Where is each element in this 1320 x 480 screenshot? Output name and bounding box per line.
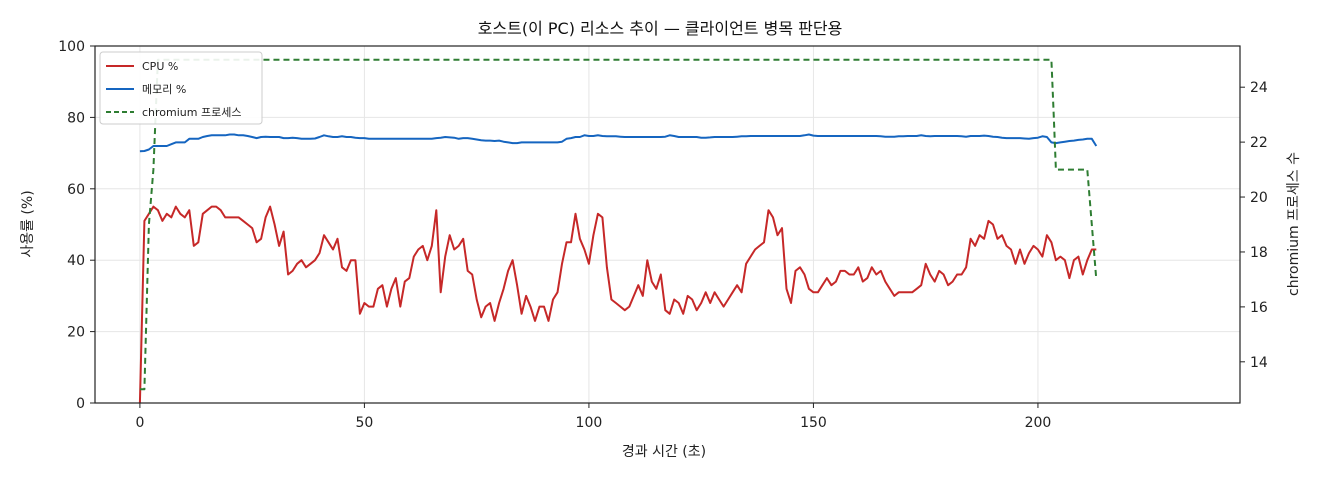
x-tick-label: 50 <box>355 415 373 431</box>
plot-frame <box>94 45 1241 404</box>
x-axis-title: 경과 시간 (초) <box>622 444 706 460</box>
series-line-2 <box>139 58 1098 391</box>
legend-label-2: chromium 프로세스 <box>142 106 241 119</box>
axes: 0 50 100 150 200 0 20 40 60 80 100 14 16 18 20 22 24 <box>58 39 1268 431</box>
legend-label-0: CPU % <box>142 60 178 73</box>
y2-tick-label: 14 <box>1250 355 1268 371</box>
series-layer <box>138 58 1098 404</box>
chart-title: 호스트(이 PC) 리소스 추이 — 클라이언트 병목 판단용 <box>478 19 843 38</box>
legend-box <box>99 51 263 125</box>
x-tick-label: 100 <box>576 415 603 431</box>
y-tick-label: 60 <box>67 182 85 198</box>
y2-tick-label: 16 <box>1250 300 1268 316</box>
y2-tick-label: 18 <box>1250 245 1268 261</box>
x-tick-label: 200 <box>1025 415 1052 431</box>
y-tick-label: 80 <box>67 110 85 126</box>
legend: CPU % 메모리 % chromium 프로세스 <box>99 51 263 125</box>
y2-tick-label: 22 <box>1250 135 1268 151</box>
y2-tick-label: 20 <box>1250 190 1268 206</box>
y-tick-label: 40 <box>67 253 85 269</box>
y2-tick-label: 24 <box>1250 80 1268 96</box>
x-tick-label: 0 <box>135 415 144 431</box>
y-tick-label: 20 <box>67 325 85 341</box>
x-tick-label: 150 <box>800 415 827 431</box>
y-axis-title: 사용률 (%) <box>20 190 36 257</box>
series-line-0 <box>138 205 1097 404</box>
y-tick-label: 100 <box>58 39 85 55</box>
series-line-1 <box>139 133 1098 153</box>
y-tick-label: 0 <box>76 396 85 412</box>
y2-axis-title: chromium 프로세스 수 <box>1286 152 1302 296</box>
legend-label-1: 메모리 % <box>142 83 186 96</box>
